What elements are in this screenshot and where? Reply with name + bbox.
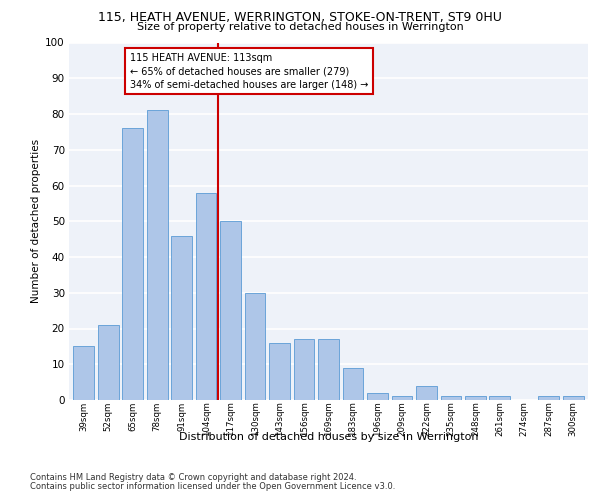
Bar: [538, 396, 559, 400]
Bar: [196, 192, 217, 400]
Text: Contains HM Land Registry data © Crown copyright and database right 2024.: Contains HM Land Registry data © Crown c…: [30, 472, 356, 482]
Bar: [416, 386, 437, 400]
Bar: [440, 396, 461, 400]
Bar: [343, 368, 364, 400]
Bar: [293, 339, 314, 400]
Bar: [122, 128, 143, 400]
Bar: [269, 343, 290, 400]
Bar: [318, 339, 339, 400]
Text: Contains public sector information licensed under the Open Government Licence v3: Contains public sector information licen…: [30, 482, 395, 491]
Bar: [220, 221, 241, 400]
Bar: [392, 396, 412, 400]
Text: 115 HEATH AVENUE: 113sqm
← 65% of detached houses are smaller (279)
34% of semi-: 115 HEATH AVENUE: 113sqm ← 65% of detach…: [130, 53, 368, 90]
Text: 115, HEATH AVENUE, WERRINGTON, STOKE-ON-TRENT, ST9 0HU: 115, HEATH AVENUE, WERRINGTON, STOKE-ON-…: [98, 11, 502, 24]
Bar: [98, 325, 119, 400]
Bar: [147, 110, 167, 400]
Bar: [73, 346, 94, 400]
Bar: [245, 292, 265, 400]
Bar: [367, 393, 388, 400]
Text: Size of property relative to detached houses in Werrington: Size of property relative to detached ho…: [137, 22, 463, 32]
Text: Distribution of detached houses by size in Werrington: Distribution of detached houses by size …: [179, 432, 479, 442]
Bar: [465, 396, 486, 400]
Y-axis label: Number of detached properties: Number of detached properties: [31, 139, 41, 304]
Bar: [490, 396, 510, 400]
Bar: [171, 236, 192, 400]
Bar: [563, 396, 584, 400]
